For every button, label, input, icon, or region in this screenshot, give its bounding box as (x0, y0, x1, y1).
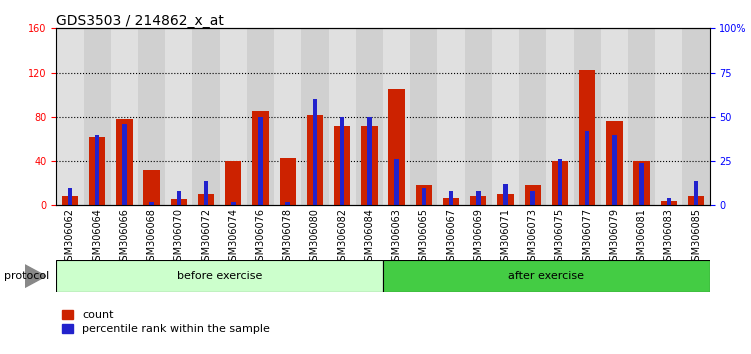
Bar (361, 126, 378, 205)
Bar (198, 194, 214, 205)
Text: before exercise: before exercise (177, 271, 262, 281)
Bar (68, 188, 72, 205)
Bar (383, 28, 410, 205)
Bar (388, 89, 405, 205)
Bar (470, 196, 487, 205)
Bar (601, 28, 628, 205)
Bar (328, 28, 356, 205)
Bar (143, 170, 160, 205)
Bar (683, 28, 710, 205)
Bar (694, 181, 698, 205)
Bar (170, 199, 187, 205)
Bar (574, 28, 601, 205)
Bar (279, 158, 296, 205)
Bar (519, 28, 546, 205)
Bar (410, 28, 437, 205)
Bar (497, 194, 514, 205)
Bar (612, 135, 617, 205)
Bar (340, 117, 345, 205)
Bar (552, 161, 568, 205)
Bar (421, 188, 426, 205)
Bar (122, 124, 127, 205)
Bar (503, 184, 508, 205)
Bar (258, 117, 263, 205)
Bar (138, 28, 165, 205)
Bar (394, 159, 399, 205)
Bar (252, 111, 269, 205)
Bar (449, 191, 454, 205)
Bar (225, 161, 241, 205)
Bar (231, 202, 236, 205)
Bar (579, 70, 596, 205)
Bar (443, 198, 459, 205)
Bar (306, 115, 323, 205)
Bar (416, 185, 432, 205)
Bar (165, 28, 192, 205)
Bar (437, 28, 465, 205)
Text: protocol: protocol (4, 271, 49, 281)
Bar (547, 28, 574, 205)
Bar (558, 159, 562, 205)
Bar (204, 181, 208, 205)
Bar (334, 126, 350, 205)
Bar (312, 99, 317, 205)
Bar (192, 28, 219, 205)
Bar (56, 28, 83, 205)
FancyBboxPatch shape (56, 260, 383, 292)
Bar (628, 28, 655, 205)
Bar (633, 161, 650, 205)
Bar (476, 191, 481, 205)
Bar (111, 28, 138, 205)
Bar (661, 201, 677, 205)
Polygon shape (25, 265, 46, 287)
Bar (62, 196, 78, 205)
Bar (149, 202, 154, 205)
Text: GDS3503 / 214862_x_at: GDS3503 / 214862_x_at (56, 14, 225, 28)
Text: after exercise: after exercise (508, 271, 584, 281)
Bar (285, 202, 290, 205)
FancyBboxPatch shape (383, 260, 710, 292)
Bar (606, 121, 623, 205)
Bar (301, 28, 328, 205)
Bar (95, 135, 99, 205)
Bar (367, 117, 372, 205)
Bar (83, 28, 111, 205)
Bar (176, 191, 181, 205)
Bar (639, 163, 644, 205)
Bar (274, 28, 301, 205)
Bar (688, 196, 704, 205)
Legend: count, percentile rank within the sample: count, percentile rank within the sample (62, 310, 270, 334)
Bar (655, 28, 683, 205)
Bar (116, 119, 132, 205)
Bar (89, 137, 105, 205)
Bar (219, 28, 247, 205)
Bar (530, 191, 535, 205)
Bar (247, 28, 274, 205)
Bar (585, 131, 590, 205)
Bar (667, 198, 671, 205)
Bar (524, 185, 541, 205)
Bar (356, 28, 383, 205)
Bar (492, 28, 519, 205)
Bar (465, 28, 492, 205)
